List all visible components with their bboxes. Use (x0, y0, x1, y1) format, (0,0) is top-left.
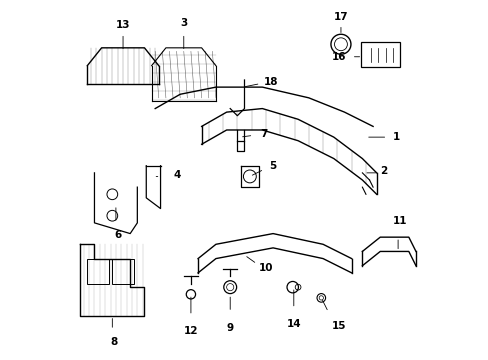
Text: 16: 16 (331, 52, 346, 62)
Text: 9: 9 (226, 323, 233, 333)
Bar (87, 258, 108, 284)
Text: 17: 17 (333, 13, 347, 22)
Bar (112, 258, 134, 284)
Text: 6: 6 (114, 230, 121, 240)
Text: 8: 8 (110, 337, 118, 347)
Text: 10: 10 (258, 262, 273, 273)
Text: 13: 13 (116, 19, 130, 30)
Text: 18: 18 (264, 77, 278, 87)
Text: 14: 14 (286, 319, 301, 329)
Text: 7: 7 (260, 129, 267, 139)
Text: 3: 3 (180, 18, 187, 28)
Text: 5: 5 (269, 161, 276, 171)
Text: 12: 12 (183, 327, 198, 337)
Text: 2: 2 (380, 166, 386, 176)
Text: 1: 1 (392, 132, 399, 142)
Text: 4: 4 (173, 170, 180, 180)
Text: 11: 11 (392, 216, 407, 226)
Text: 15: 15 (331, 321, 346, 331)
